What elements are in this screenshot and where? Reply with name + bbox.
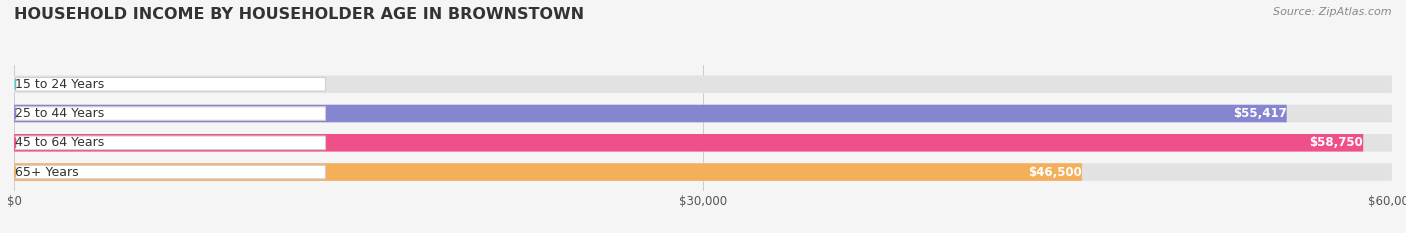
- FancyBboxPatch shape: [14, 134, 1364, 151]
- Text: 15 to 24 Years: 15 to 24 Years: [15, 78, 104, 91]
- Text: 45 to 64 Years: 45 to 64 Years: [15, 136, 104, 149]
- Text: 25 to 44 Years: 25 to 44 Years: [15, 107, 104, 120]
- FancyBboxPatch shape: [15, 136, 325, 150]
- Text: $0: $0: [31, 78, 46, 91]
- FancyBboxPatch shape: [15, 165, 325, 179]
- FancyBboxPatch shape: [14, 163, 1392, 181]
- FancyBboxPatch shape: [14, 134, 1392, 151]
- FancyBboxPatch shape: [15, 107, 325, 120]
- FancyBboxPatch shape: [14, 105, 1392, 122]
- Text: HOUSEHOLD INCOME BY HOUSEHOLDER AGE IN BROWNSTOWN: HOUSEHOLD INCOME BY HOUSEHOLDER AGE IN B…: [14, 7, 583, 22]
- Text: $55,417: $55,417: [1233, 107, 1286, 120]
- FancyBboxPatch shape: [14, 75, 1392, 93]
- Text: $46,500: $46,500: [1028, 165, 1083, 178]
- Text: 65+ Years: 65+ Years: [15, 165, 79, 178]
- Text: Source: ZipAtlas.com: Source: ZipAtlas.com: [1274, 7, 1392, 17]
- FancyBboxPatch shape: [14, 163, 1083, 181]
- FancyBboxPatch shape: [15, 78, 325, 91]
- Text: $58,750: $58,750: [1309, 136, 1364, 149]
- FancyBboxPatch shape: [14, 105, 1286, 122]
